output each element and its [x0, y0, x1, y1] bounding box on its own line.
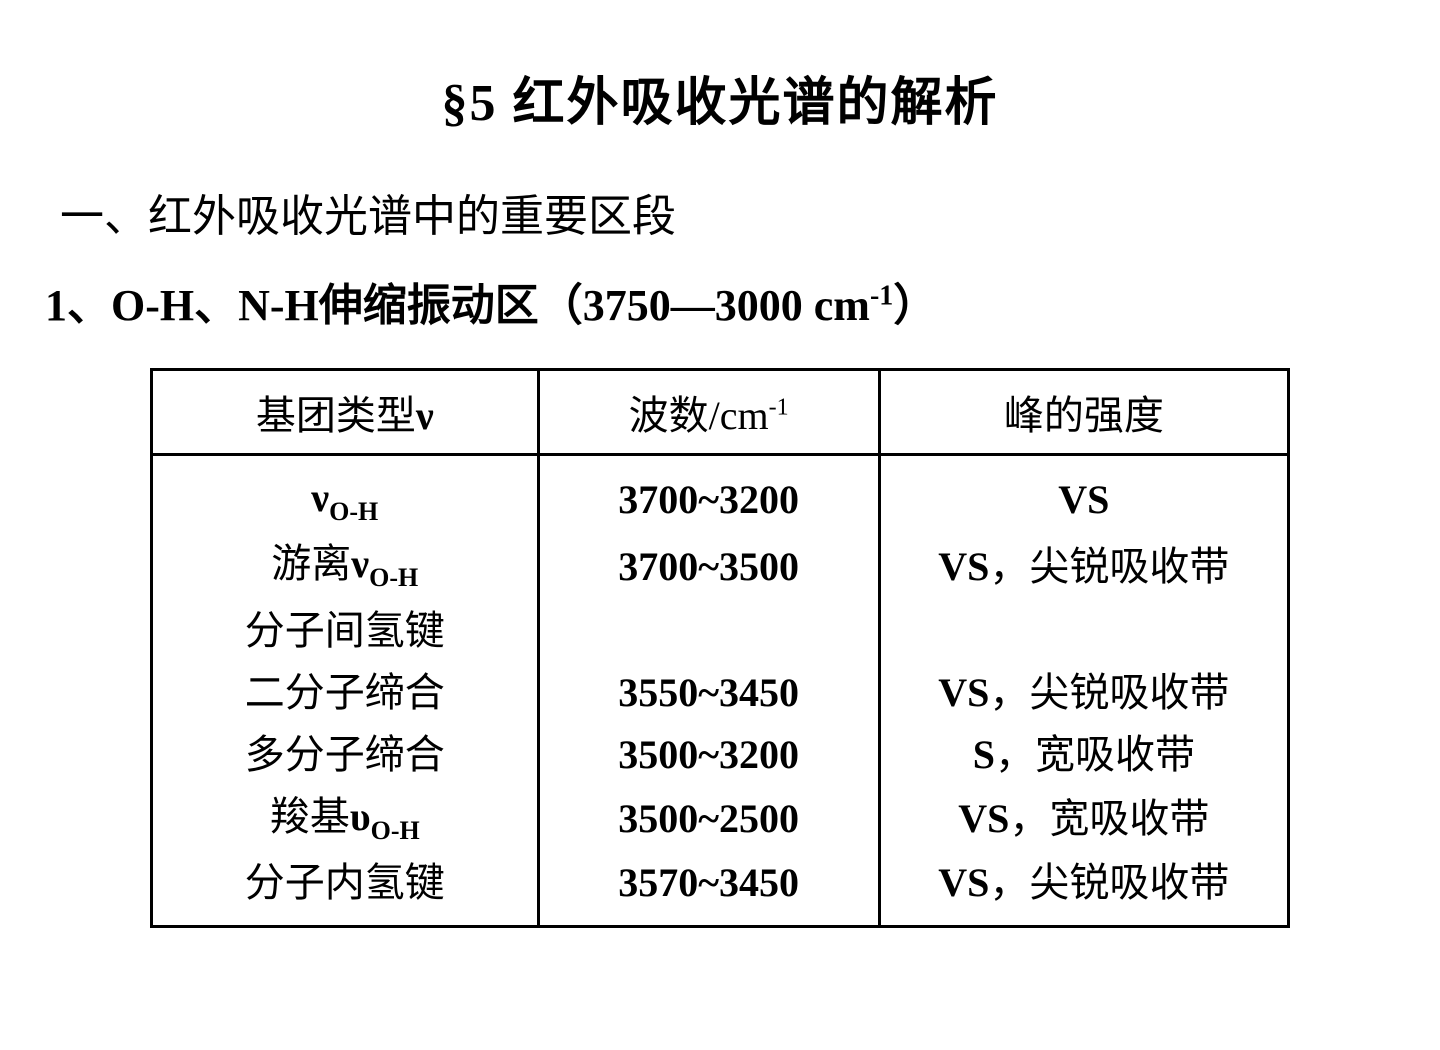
cell-wavenumber: 3700~3500 — [538, 533, 879, 599]
ir-table: 基团类型ν 波数/cm-1 峰的强度 νO-H3700~3200VS游离νO-H… — [150, 368, 1290, 928]
intensity-desc: ，尖锐吸收带 — [989, 670, 1229, 715]
subsection-suffix: ） — [893, 281, 937, 330]
table-row: 羧基υO-H3500~2500VS，宽吸收带 — [152, 786, 1289, 852]
cell-intensity — [879, 600, 1288, 662]
header-col3: 峰的强度 — [879, 370, 1288, 455]
intensity-desc: ，宽吸收带 — [1009, 796, 1209, 841]
header-col2-text: 波数/cm — [629, 393, 769, 438]
intensity-desc: ，尖锐吸收带 — [989, 860, 1229, 905]
cell-wavenumber: 3550~3450 — [538, 662, 879, 724]
label-prefix: 分子间氢键 — [245, 608, 445, 653]
header-col1-nu: ν — [416, 393, 434, 438]
cell-group-type: 游离νO-H — [152, 533, 539, 599]
cell-intensity: VS，尖锐吸收带 — [879, 852, 1288, 927]
cell-intensity: VS，尖锐吸收带 — [879, 662, 1288, 724]
cell-wavenumber — [538, 600, 879, 662]
subsection-heading: 1、O-H、N-H伸缩振动区（3750—3000 cm-1） — [40, 269, 1400, 333]
header-col1-text: 基团类型 — [256, 393, 416, 438]
intensity-desc: ，宽吸收带 — [995, 732, 1195, 777]
subsection-prefix: 1、O-H、N-H伸缩振动区（3750—3000 cm — [45, 281, 870, 330]
label-prefix: 游离 — [271, 541, 351, 586]
label-prefix: 多分子缔合 — [245, 732, 445, 777]
intensity-code: VS — [958, 796, 1009, 841]
label-nu: ν — [311, 475, 329, 520]
table-row: 分子内氢键3570~3450VS，尖锐吸收带 — [152, 852, 1289, 927]
cell-intensity: VS，尖锐吸收带 — [879, 533, 1288, 599]
cell-group-type: 羧基υO-H — [152, 786, 539, 852]
table-row: 二分子缔合3550~3450VS，尖锐吸收带 — [152, 662, 1289, 724]
intensity-code: VS — [938, 670, 989, 715]
label-nu: υ — [350, 794, 371, 839]
table-header-row: 基团类型ν 波数/cm-1 峰的强度 — [152, 370, 1289, 455]
cell-group-type: 多分子缔合 — [152, 724, 539, 786]
table-row: νO-H3700~3200VS — [152, 455, 1289, 534]
page-title: §5 红外吸收光谱的解析 — [40, 60, 1400, 135]
cell-group-type: 分子间氢键 — [152, 600, 539, 662]
label-prefix: 二分子缔合 — [245, 670, 445, 715]
intensity-desc: ，尖锐吸收带 — [989, 544, 1229, 589]
cell-intensity: S，宽吸收带 — [879, 724, 1288, 786]
cell-intensity: VS，宽吸收带 — [879, 786, 1288, 852]
cell-wavenumber: 3500~3200 — [538, 724, 879, 786]
cell-wavenumber: 3700~3200 — [538, 455, 879, 534]
label-sub: O-H — [369, 563, 418, 592]
cell-group-type: 二分子缔合 — [152, 662, 539, 724]
section-heading: 一、红外吸收光谱中的重要区段 — [40, 180, 1400, 244]
cell-group-type: νO-H — [152, 455, 539, 534]
header-col2: 波数/cm-1 — [538, 370, 879, 455]
label-sub: O-H — [371, 816, 420, 845]
table-row: 游离νO-H3700~3500VS，尖锐吸收带 — [152, 533, 1289, 599]
cell-wavenumber: 3570~3450 — [538, 852, 879, 927]
header-col2-sup: -1 — [769, 395, 789, 421]
intensity-code: VS — [938, 544, 989, 589]
label-prefix: 分子内氢键 — [245, 860, 445, 905]
cell-intensity: VS — [879, 455, 1288, 534]
intensity-code: VS — [1058, 477, 1109, 522]
subsection-sup: -1 — [870, 280, 893, 311]
header-col1: 基团类型ν — [152, 370, 539, 455]
table-container: 基团类型ν 波数/cm-1 峰的强度 νO-H3700~3200VS游离νO-H… — [40, 368, 1400, 928]
label-sub: O-H — [329, 497, 378, 526]
label-prefix: 羧基 — [270, 794, 350, 839]
cell-wavenumber: 3500~2500 — [538, 786, 879, 852]
intensity-code: S — [973, 732, 995, 777]
cell-group-type: 分子内氢键 — [152, 852, 539, 927]
intensity-code: VS — [938, 860, 989, 905]
table-row: 多分子缔合3500~3200S，宽吸收带 — [152, 724, 1289, 786]
label-nu: ν — [351, 541, 369, 586]
table-row: 分子间氢键 — [152, 600, 1289, 662]
